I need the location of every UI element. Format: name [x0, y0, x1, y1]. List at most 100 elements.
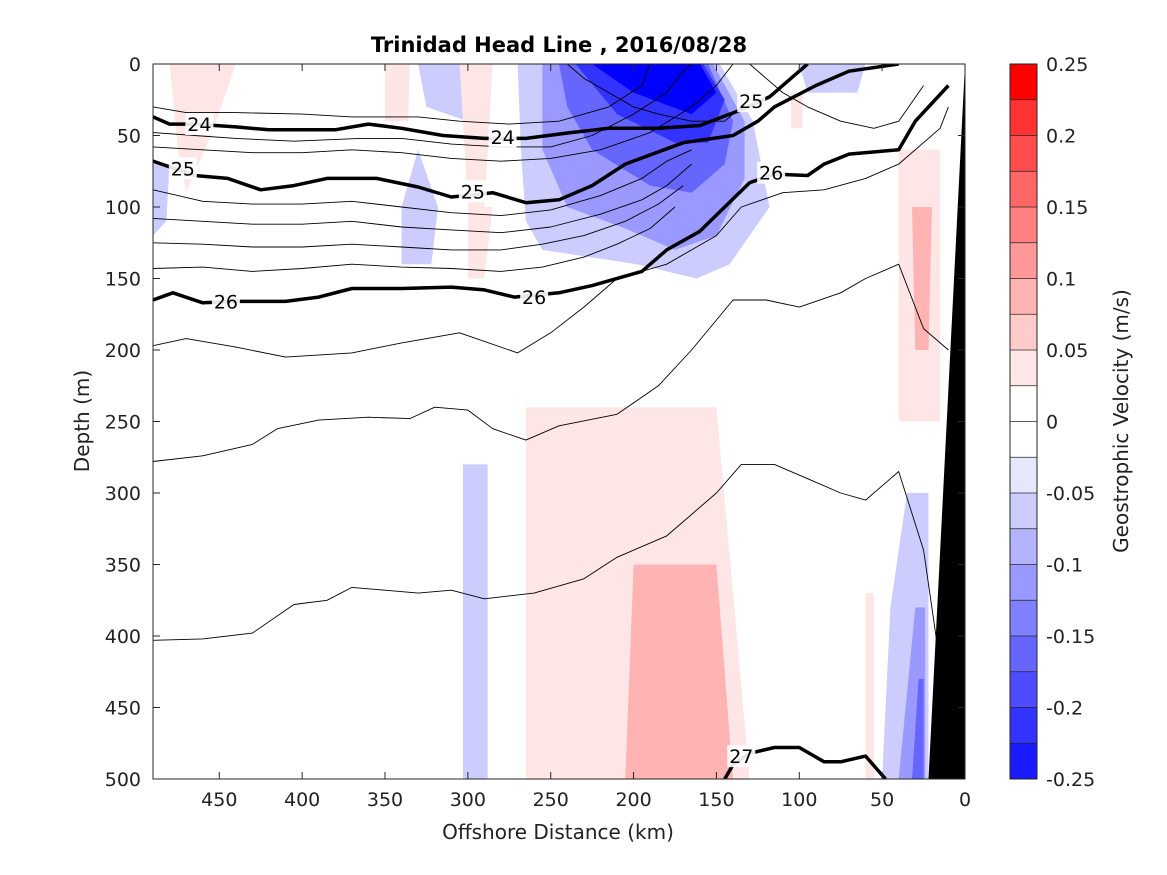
x-tick-label: 350 — [367, 789, 403, 811]
colorbar-title: Geostrophic Velocity (m/s) — [1109, 289, 1133, 553]
y-tick-label: 350 — [105, 555, 141, 577]
velocity-region-14 — [385, 64, 410, 122]
colorbar: 0.25 0.2 0.15 0.1 0.05 0 -0.05 -0.1 -0.15 -0.2 -0.… — [1009, 54, 1095, 791]
colorbar-tick-label: -0.05 — [1046, 483, 1095, 505]
colorbar-band — [1010, 385, 1037, 422]
contour-label-text: 24 — [491, 127, 515, 149]
y-axis: 0 50 100 150 200 250 300 350 400 450 500 — [105, 54, 965, 791]
colorbar-tick-label: -0.1 — [1046, 555, 1083, 577]
contour-label-3: 25 — [458, 180, 487, 203]
density-contour-5 — [153, 263, 949, 462]
colorbar-band — [1010, 135, 1037, 172]
x-tick-label: 400 — [284, 789, 320, 811]
density-contour-4 — [153, 106, 949, 358]
density-contour-13 — [153, 206, 676, 272]
y-tick-label: 0 — [129, 54, 141, 76]
x-tick-label: 300 — [450, 789, 486, 811]
seafloor-topography — [928, 64, 965, 779]
contour-label-layer: 24 24 25 25 25 26 26 26 27 — [168, 90, 786, 768]
contour-label-bg — [168, 157, 197, 180]
x-axis: 450 400 350 300 250 200 150 100 50 0 — [201, 64, 971, 811]
velocity-region-12 — [912, 678, 924, 779]
x-tick-label: 200 — [615, 789, 651, 811]
density-contour-25-1 — [153, 64, 899, 205]
colorbar-tick-label: -0.25 — [1046, 769, 1095, 791]
y-tick-label: 500 — [105, 769, 141, 791]
y-axis-title: Depth (m) — [70, 370, 94, 472]
colorbar-band — [1010, 314, 1037, 351]
x-tick-label: 50 — [870, 789, 894, 811]
colorbar-tick-label: -0.2 — [1046, 698, 1083, 720]
velocity-region-17 — [791, 92, 803, 129]
contour-label-8: 27 — [727, 745, 756, 768]
velocity-region-15 — [459, 64, 493, 207]
contour-label-text: 26 — [214, 291, 238, 313]
y-tick-label: 50 — [117, 126, 141, 148]
contour-label-bg — [488, 125, 517, 148]
density-contour-8 — [153, 64, 692, 148]
contour-label-4: 25 — [737, 90, 766, 113]
contour-label-bg — [737, 90, 766, 113]
colorbar-band — [1010, 457, 1037, 494]
colorbar-band — [1010, 493, 1037, 530]
x-tick-label: 250 — [533, 789, 569, 811]
colorbar-band — [1010, 421, 1037, 458]
velocity-region-16 — [467, 207, 493, 279]
colorbar-band — [1010, 64, 1037, 101]
density-contour-15 — [567, 64, 742, 122]
y-tick-label: 300 — [105, 483, 141, 505]
topography-layer — [928, 64, 965, 779]
colorbar-band — [1010, 600, 1037, 637]
colorbar-band — [1010, 671, 1037, 708]
colorbar-band — [1010, 171, 1037, 208]
density-contour-12 — [153, 185, 684, 251]
y-tick-label: 100 — [105, 197, 141, 219]
velocity-region-22 — [865, 593, 874, 779]
colorbar-frame — [1009, 63, 1038, 780]
colorbar-band — [1010, 350, 1037, 387]
velocity-region-21 — [625, 564, 733, 779]
density-contour-11 — [153, 163, 692, 234]
contour-label-bg — [211, 290, 240, 313]
contour-label-bg — [757, 161, 786, 184]
colorbar-tick-label: 0.25 — [1046, 54, 1088, 76]
colorbar-band — [1010, 99, 1037, 136]
velocity-region-1 — [401, 149, 438, 265]
density-contour-6 — [153, 463, 941, 665]
contour-label-0: 24 — [185, 113, 214, 136]
x-tick-label: 0 — [959, 789, 971, 811]
y-tick-label: 150 — [105, 269, 141, 291]
contour-label-5: 26 — [211, 290, 240, 313]
contour-label-text: 26 — [522, 287, 546, 309]
density-contour-26-2 — [153, 84, 950, 305]
chart-title: Trinidad Head Line , 2016/08/28 — [371, 33, 747, 57]
y-tick-label: 400 — [105, 626, 141, 648]
density-contour-7 — [153, 64, 651, 125]
colorbar-tick-label: 0.05 — [1046, 340, 1088, 362]
x-tick-label: 100 — [781, 789, 817, 811]
colorbar-tick-label: 0.15 — [1046, 197, 1088, 219]
velocity-region-2 — [153, 164, 170, 236]
density-contour-layer — [153, 64, 950, 779]
contour-label-text: 25 — [171, 158, 195, 180]
contour-label-7: 26 — [757, 161, 786, 185]
colorbar-band — [1010, 743, 1037, 780]
density-contour-14 — [749, 64, 924, 129]
y-tick-label: 200 — [105, 340, 141, 362]
contour-label-bg — [727, 745, 756, 768]
contour-label-text: 27 — [729, 746, 753, 768]
y-tick-label: 250 — [105, 412, 141, 434]
x-tick-label: 150 — [698, 789, 734, 811]
contour-label-text: 25 — [461, 181, 485, 203]
colorbar-band — [1010, 636, 1037, 673]
velocity-region-9 — [462, 464, 488, 779]
contour-label-bg — [520, 286, 549, 309]
contour-label-6: 26 — [520, 286, 549, 309]
contour-label-text: 25 — [739, 91, 763, 113]
colorbar-band — [1010, 207, 1037, 244]
colorbar-band — [1010, 278, 1037, 315]
colorbar-band — [1010, 528, 1037, 565]
colorbar-tick-label: -0.15 — [1046, 626, 1095, 648]
contour-label-1: 24 — [488, 125, 517, 149]
